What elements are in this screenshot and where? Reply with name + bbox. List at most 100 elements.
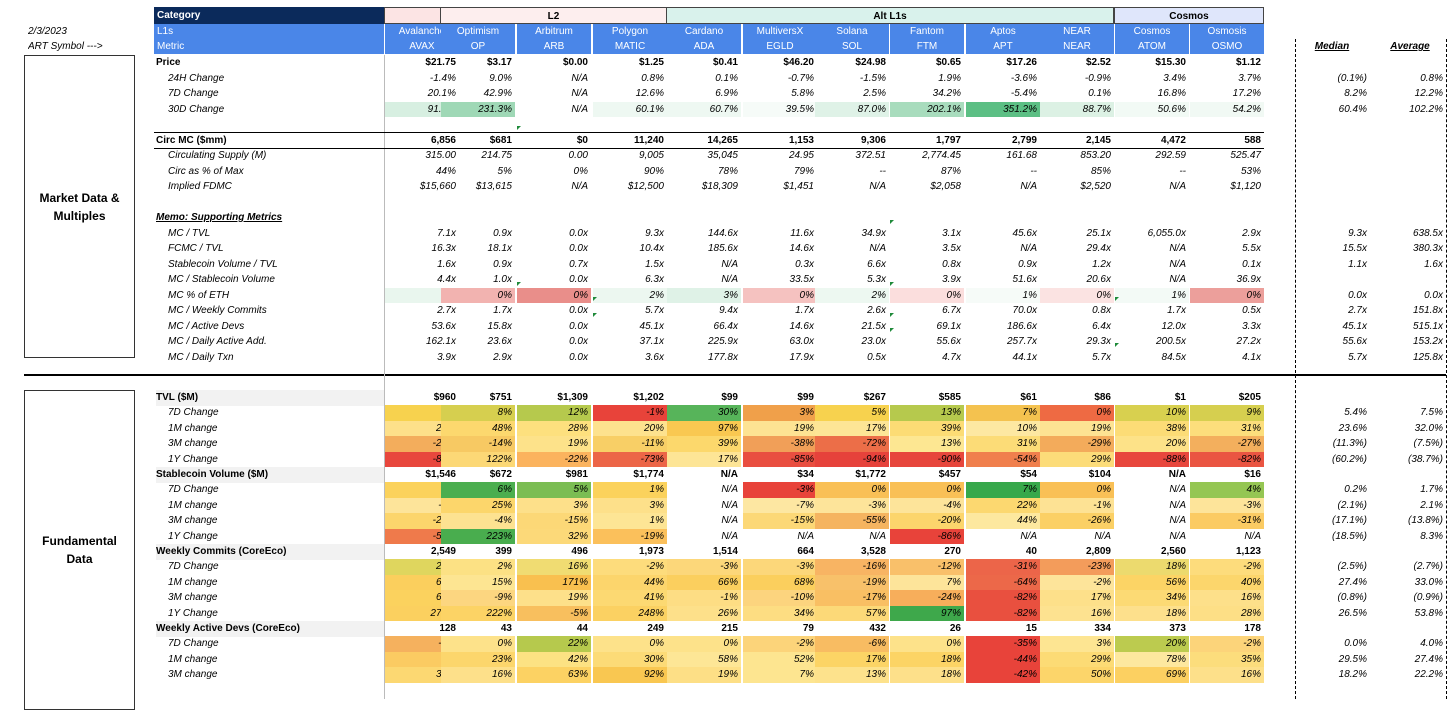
value-cell: 60.1% [593, 101, 667, 117]
value-cell: 9,005 [638, 150, 664, 161]
value-cell: 1,514 [712, 546, 738, 557]
value-cell: 1% [1115, 287, 1189, 303]
value-cell: 44% [593, 574, 667, 591]
value-cell: -82% [1190, 451, 1264, 468]
value-cell: 0.0x [569, 243, 588, 254]
row-label: 24H Change [168, 72, 225, 84]
value-cell: $13,615 [475, 181, 512, 192]
value-cell: N/A [1020, 530, 1037, 542]
value-cell: -54% [966, 451, 1040, 468]
value-cell: 2.5% [863, 88, 886, 99]
value-cell: 7% [966, 482, 1040, 498]
value-cell: $46.20 [783, 57, 814, 68]
value-cell: -38% [743, 436, 817, 452]
chain-symbol-header: NEAR [1040, 39, 1114, 54]
value-cell: 37.1x [639, 336, 664, 347]
average-cell: 153.2x [1412, 336, 1443, 347]
comment-indicator-icon [1115, 297, 1119, 301]
value-cell: 9.4x [719, 305, 738, 316]
value-cell: 525.47 [1230, 150, 1261, 161]
value-cell: 10% [966, 420, 1040, 437]
value-cell: 17.9x [789, 351, 814, 363]
value-cell: 432 [869, 623, 886, 634]
row-label: 1M change [168, 653, 218, 665]
value-cell: 23.0x [861, 336, 886, 347]
comment-indicator-icon [890, 282, 894, 286]
value-cell: -22% [517, 451, 591, 468]
value-cell: $681 [489, 134, 512, 146]
value-cell: 34% [743, 605, 817, 622]
value-cell: $205 [1238, 392, 1261, 403]
value-cell: 32% [517, 528, 591, 545]
value-cell: 25.1x [1086, 227, 1111, 239]
value-cell: 6.3x [645, 274, 664, 285]
value-cell: -88% [1115, 451, 1189, 468]
value-cell: 24.95 [788, 150, 814, 161]
value-cell: 87.0% [815, 101, 889, 117]
row-label: Stablecoin Volume / TVL [168, 258, 278, 270]
value-cell: $1,451 [783, 181, 814, 192]
value-cell: 0% [890, 287, 964, 303]
row-label: FCMC / TVL [168, 243, 224, 254]
value-cell: 0.1% [1088, 88, 1111, 99]
value-cell: $34 [797, 469, 814, 480]
value-cell: 9.3x [645, 227, 664, 239]
value-cell: 0.9x [1018, 258, 1037, 270]
average-cell: 7.5% [1420, 407, 1443, 419]
value-cell: 0% [890, 482, 964, 498]
value-cell: 14.6x [789, 320, 814, 332]
value-cell: 1,123 [1235, 546, 1261, 557]
value-cell: 315.00 [425, 150, 456, 161]
average-cell: 8.3% [1420, 530, 1443, 542]
average-cell: 32.0% [1414, 422, 1443, 434]
value-cell: 19% [517, 590, 591, 606]
metric-header: Metric [154, 39, 384, 54]
value-cell: N/A [1169, 515, 1186, 527]
value-cell: -7% [743, 497, 817, 514]
median-cell: 55.6x [1342, 336, 1367, 347]
median-cell: (17.1%) [1331, 515, 1367, 527]
value-cell: 1.5x [645, 258, 664, 270]
row-label: 7D Change [168, 638, 219, 650]
value-cell: -3% [1190, 497, 1264, 514]
value-cell: 45.1x [639, 320, 664, 332]
value-cell: 44.1x [1012, 351, 1037, 363]
average-cell: 12.2% [1414, 88, 1443, 99]
value-cell: 0% [441, 287, 515, 303]
value-cell: 53.6x [431, 320, 456, 332]
value-cell: N/A [1169, 484, 1186, 496]
value-cell: 222% [441, 605, 515, 622]
value-cell: 1.9% [938, 72, 961, 84]
value-cell: 5% [815, 405, 889, 421]
value-cell: 44% [435, 165, 456, 177]
value-cell: 51.6x [1012, 274, 1037, 285]
value-cell: $104 [1088, 469, 1111, 480]
value-cell: 0.0x [569, 305, 588, 316]
value-cell: 14.6x [789, 243, 814, 254]
value-cell: 1% [593, 482, 667, 498]
value-cell: 18% [890, 667, 964, 683]
chain-symbol-header: ARB [517, 39, 591, 54]
value-cell: 5.7x [645, 305, 664, 316]
value-cell: -27% [1190, 436, 1264, 452]
value-cell: 7% [966, 405, 1040, 421]
value-cell: 2% [593, 287, 667, 303]
value-cell: 7% [743, 667, 817, 683]
value-cell: 3.6x [645, 351, 664, 363]
median-header: Median [1314, 41, 1350, 52]
value-cell: 122% [441, 451, 515, 468]
value-cell: -0.9% [1084, 72, 1111, 84]
value-cell: 55.6x [936, 336, 961, 347]
value-cell: 6.7x [942, 305, 961, 316]
value-cell: 1,973 [638, 546, 664, 557]
average-cell: (7.5%) [1413, 438, 1443, 450]
value-cell: 19% [667, 667, 741, 683]
value-cell: $15.30 [1155, 57, 1186, 68]
value-cell: 10.4x [639, 243, 664, 254]
value-cell: $21.75 [425, 57, 456, 68]
median-cell: 5.7x [1348, 351, 1367, 363]
row-label: MC / Active Devs [168, 320, 245, 332]
value-cell: 4.7x [942, 351, 961, 363]
average-cell: 515.1x [1412, 320, 1443, 332]
value-cell: 214.75 [481, 150, 512, 161]
